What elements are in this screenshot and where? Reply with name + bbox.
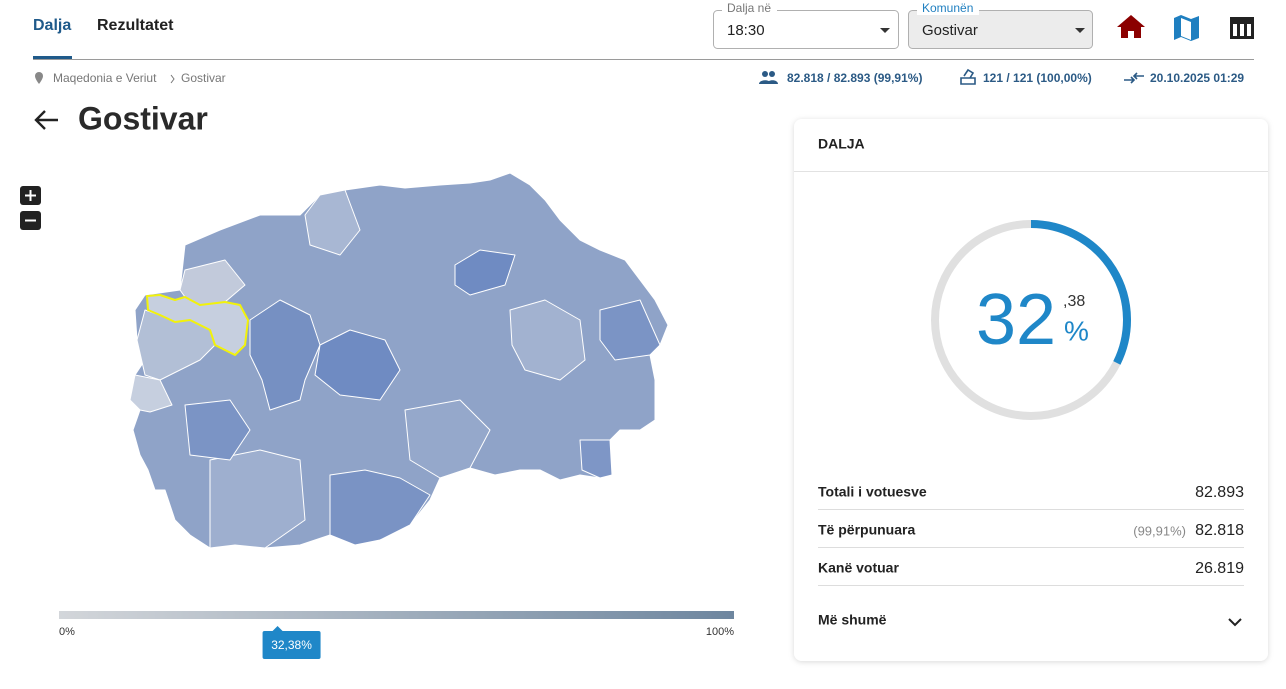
map-region[interactable] bbox=[304, 189, 361, 256]
more-toggle[interactable]: Më shumë bbox=[818, 612, 1242, 628]
card-heading: DALJA bbox=[818, 136, 865, 152]
map-region-selected[interactable] bbox=[146, 294, 249, 356]
legend-marker-tip bbox=[272, 626, 283, 631]
more-label: Më shumë bbox=[818, 612, 887, 628]
back-button[interactable] bbox=[34, 110, 58, 130]
ballot-icon bbox=[960, 68, 976, 85]
row-value: 82.893 bbox=[1195, 484, 1244, 501]
select-value: 18:30 bbox=[727, 22, 765, 39]
map-region[interactable] bbox=[184, 399, 251, 461]
breadcrumb-item[interactable]: Maqedonia e Veriut bbox=[53, 71, 157, 85]
select-label: Dalja në bbox=[727, 1, 771, 15]
row-label: Kanë votuar bbox=[818, 560, 899, 576]
map bbox=[129, 172, 669, 549]
map-region[interactable] bbox=[249, 299, 321, 411]
zoom-in[interactable] bbox=[20, 186, 41, 205]
turnout-unit: % bbox=[1064, 315, 1089, 346]
card bbox=[794, 119, 1268, 661]
map-region[interactable] bbox=[329, 469, 431, 546]
map-region[interactable] bbox=[599, 299, 661, 361]
turnout-decimal: ,38 bbox=[1063, 293, 1085, 310]
legend-marker-label: 32,38% bbox=[271, 638, 312, 652]
legend-max: 100% bbox=[706, 626, 734, 638]
map-region[interactable] bbox=[509, 299, 586, 381]
turnout-whole: 32 bbox=[976, 280, 1056, 360]
breadcrumb-separator bbox=[170, 74, 175, 84]
table-icon[interactable] bbox=[1230, 17, 1254, 39]
tab-indicator bbox=[33, 56, 72, 59]
row-value: 82.818 bbox=[1195, 522, 1244, 539]
map-region[interactable] bbox=[404, 399, 491, 479]
row-note: (99,91%) bbox=[1133, 523, 1186, 538]
row-label: Të përpunuara bbox=[818, 522, 915, 538]
people-icon bbox=[759, 71, 778, 84]
chevron bbox=[1228, 618, 1242, 627]
map-region[interactable] bbox=[129, 374, 173, 413]
sync-icon bbox=[1124, 72, 1144, 84]
select-value: Gostivar bbox=[922, 22, 978, 39]
breadcrumb-item: Gostivar bbox=[181, 71, 226, 85]
map-icon[interactable] bbox=[1174, 15, 1199, 41]
zoom-out[interactable] bbox=[20, 211, 41, 230]
tab[interactable]: Dalja bbox=[33, 17, 71, 34]
stat-updated: 20.10.2025 01:29 bbox=[1150, 71, 1244, 85]
map-region[interactable] bbox=[314, 329, 401, 401]
row-value: 26.819 bbox=[1195, 560, 1244, 577]
row-label: Totali i votuesve bbox=[818, 484, 927, 500]
tab[interactable]: Rezultatet bbox=[97, 17, 174, 34]
select-label: Komunën bbox=[922, 1, 973, 15]
pin-icon bbox=[35, 72, 43, 84]
map-region[interactable] bbox=[454, 249, 516, 296]
stat-stations: 121 / 121 (100,00%) bbox=[983, 71, 1092, 85]
legend-marker-box bbox=[262, 631, 321, 659]
stat-processed: 82.818 / 82.893 (99,91%) bbox=[787, 71, 922, 85]
map-region[interactable] bbox=[209, 449, 306, 549]
page-title: Gostivar bbox=[78, 100, 208, 136]
legend-min: 0% bbox=[59, 626, 75, 638]
home-icon[interactable] bbox=[1117, 15, 1145, 38]
legend-marker: 32,38% bbox=[262, 626, 321, 659]
gauge-arc bbox=[1030, 220, 1131, 365]
time-select[interactable]: Dalja në 18:30 bbox=[713, 1, 899, 49]
municipality-select[interactable]: Komunën Gostivar bbox=[908, 1, 1093, 49]
map-region[interactable] bbox=[579, 439, 613, 479]
legend-bar bbox=[59, 611, 734, 619]
